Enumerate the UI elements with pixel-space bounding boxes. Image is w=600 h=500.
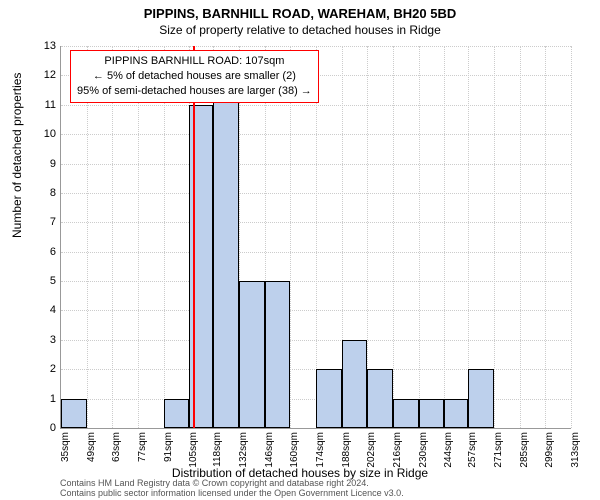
x-tick: 91sqm bbox=[163, 432, 174, 472]
x-tick: 299sqm bbox=[544, 432, 555, 472]
plot-area bbox=[60, 46, 571, 429]
x-tick: 160sqm bbox=[289, 432, 300, 472]
chart-title: PIPPINS, BARNHILL ROAD, WAREHAM, BH20 5B… bbox=[0, 0, 600, 21]
x-tick: 146sqm bbox=[264, 432, 275, 472]
y-tick: 1 bbox=[42, 394, 56, 405]
gridline-v bbox=[444, 46, 445, 428]
y-tick: 7 bbox=[42, 217, 56, 228]
gridline-v bbox=[112, 46, 113, 428]
x-tick: 244sqm bbox=[443, 432, 454, 472]
x-tick: 49sqm bbox=[86, 432, 97, 472]
y-tick: 2 bbox=[42, 364, 56, 375]
gridline-v bbox=[494, 46, 495, 428]
gridline-v bbox=[290, 46, 291, 428]
y-tick: 6 bbox=[42, 247, 56, 258]
y-tick: 13 bbox=[42, 41, 56, 52]
x-tick: 230sqm bbox=[418, 432, 429, 472]
bar bbox=[164, 399, 190, 428]
x-tick: 285sqm bbox=[519, 432, 530, 472]
gridline-v bbox=[571, 46, 572, 428]
gridline-v bbox=[419, 46, 420, 428]
x-tick: 271sqm bbox=[493, 432, 504, 472]
gridline-v bbox=[545, 46, 546, 428]
gridline-v bbox=[393, 46, 394, 428]
marker-line bbox=[193, 46, 195, 428]
x-tick: 188sqm bbox=[341, 432, 352, 472]
bar bbox=[444, 399, 468, 428]
bar bbox=[393, 399, 419, 428]
gridline-v bbox=[87, 46, 88, 428]
x-tick: 132sqm bbox=[238, 432, 249, 472]
x-tick: 257sqm bbox=[467, 432, 478, 472]
chart-subtitle: Size of property relative to detached ho… bbox=[0, 21, 600, 37]
y-tick: 5 bbox=[42, 276, 56, 287]
y-tick: 9 bbox=[42, 159, 56, 170]
x-tick: 63sqm bbox=[111, 432, 122, 472]
x-tick: 216sqm bbox=[392, 432, 403, 472]
bar bbox=[367, 369, 393, 428]
bar bbox=[213, 75, 239, 428]
bar bbox=[61, 399, 87, 428]
x-tick: 202sqm bbox=[366, 432, 377, 472]
x-tick: 77sqm bbox=[137, 432, 148, 472]
y-tick: 12 bbox=[42, 70, 56, 81]
y-tick: 8 bbox=[42, 188, 56, 199]
x-tick: 313sqm bbox=[570, 432, 581, 472]
x-tick: 118sqm bbox=[212, 432, 223, 472]
bar bbox=[239, 281, 265, 428]
bar bbox=[468, 369, 494, 428]
bar bbox=[265, 281, 291, 428]
y-tick: 0 bbox=[42, 423, 56, 434]
annotation-line3: 95% of semi-detached houses are larger (… bbox=[77, 84, 312, 99]
annotation-line1: PIPPINS BARNHILL ROAD: 107sqm bbox=[77, 54, 312, 69]
y-tick: 11 bbox=[42, 100, 56, 111]
x-tick: 105sqm bbox=[188, 432, 199, 472]
y-axis-label: Number of detached properties bbox=[10, 73, 24, 238]
x-tick: 35sqm bbox=[60, 432, 71, 472]
gridline-v bbox=[520, 46, 521, 428]
gridline-v bbox=[164, 46, 165, 428]
annotation-box: PIPPINS BARNHILL ROAD: 107sqm ← 5% of de… bbox=[70, 50, 319, 103]
y-tick: 4 bbox=[42, 305, 56, 316]
y-tick: 3 bbox=[42, 335, 56, 346]
annotation-line2: ← 5% of detached houses are smaller (2) bbox=[77, 69, 312, 84]
bar bbox=[419, 399, 445, 428]
gridline-v bbox=[138, 46, 139, 428]
bar bbox=[316, 369, 342, 428]
y-tick: 10 bbox=[42, 129, 56, 140]
credit-text: Contains HM Land Registry data © Crown c… bbox=[60, 479, 404, 498]
x-tick: 174sqm bbox=[315, 432, 326, 472]
bar bbox=[342, 340, 368, 428]
